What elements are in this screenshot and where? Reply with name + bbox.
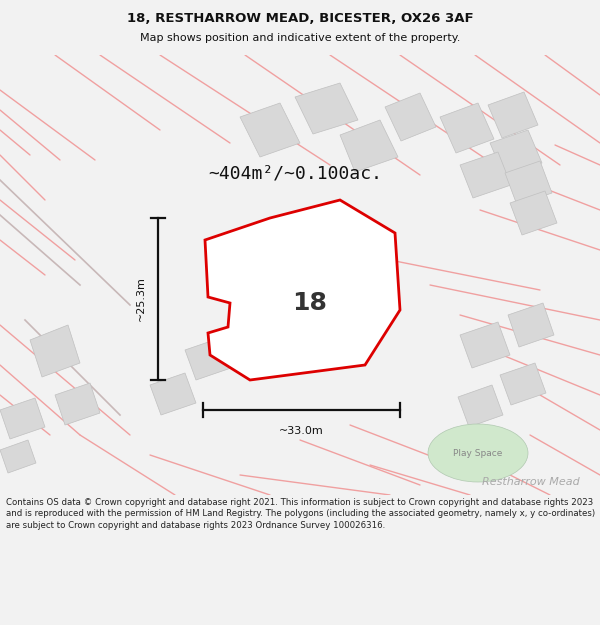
Polygon shape	[55, 383, 100, 425]
Polygon shape	[385, 93, 436, 141]
Ellipse shape	[428, 424, 528, 482]
Text: Contains OS data © Crown copyright and database right 2021. This information is : Contains OS data © Crown copyright and d…	[6, 498, 595, 530]
Polygon shape	[205, 200, 400, 380]
Polygon shape	[150, 373, 196, 415]
Polygon shape	[340, 120, 398, 172]
Polygon shape	[460, 322, 510, 368]
Text: 18: 18	[293, 291, 328, 315]
Polygon shape	[488, 92, 538, 138]
Polygon shape	[0, 440, 36, 473]
Text: 18, RESTHARROW MEAD, BICESTER, OX26 3AF: 18, RESTHARROW MEAD, BICESTER, OX26 3AF	[127, 12, 473, 25]
Polygon shape	[440, 103, 494, 153]
Polygon shape	[460, 152, 511, 198]
Text: ~25.3m: ~25.3m	[136, 276, 146, 321]
Text: ~33.0m: ~33.0m	[279, 426, 324, 436]
Polygon shape	[508, 303, 554, 347]
Text: Restharrow Mead: Restharrow Mead	[482, 477, 580, 487]
Polygon shape	[30, 325, 80, 377]
Polygon shape	[500, 363, 546, 405]
Polygon shape	[510, 191, 557, 235]
Text: ~404m²/~0.100ac.: ~404m²/~0.100ac.	[208, 164, 382, 182]
Polygon shape	[505, 161, 552, 205]
Polygon shape	[240, 103, 300, 157]
Polygon shape	[0, 398, 45, 439]
Polygon shape	[490, 130, 542, 176]
Text: Map shows position and indicative extent of the property.: Map shows position and indicative extent…	[140, 33, 460, 43]
Text: Play Space: Play Space	[454, 449, 503, 458]
Polygon shape	[185, 338, 231, 380]
Polygon shape	[295, 83, 358, 134]
Polygon shape	[458, 385, 503, 427]
